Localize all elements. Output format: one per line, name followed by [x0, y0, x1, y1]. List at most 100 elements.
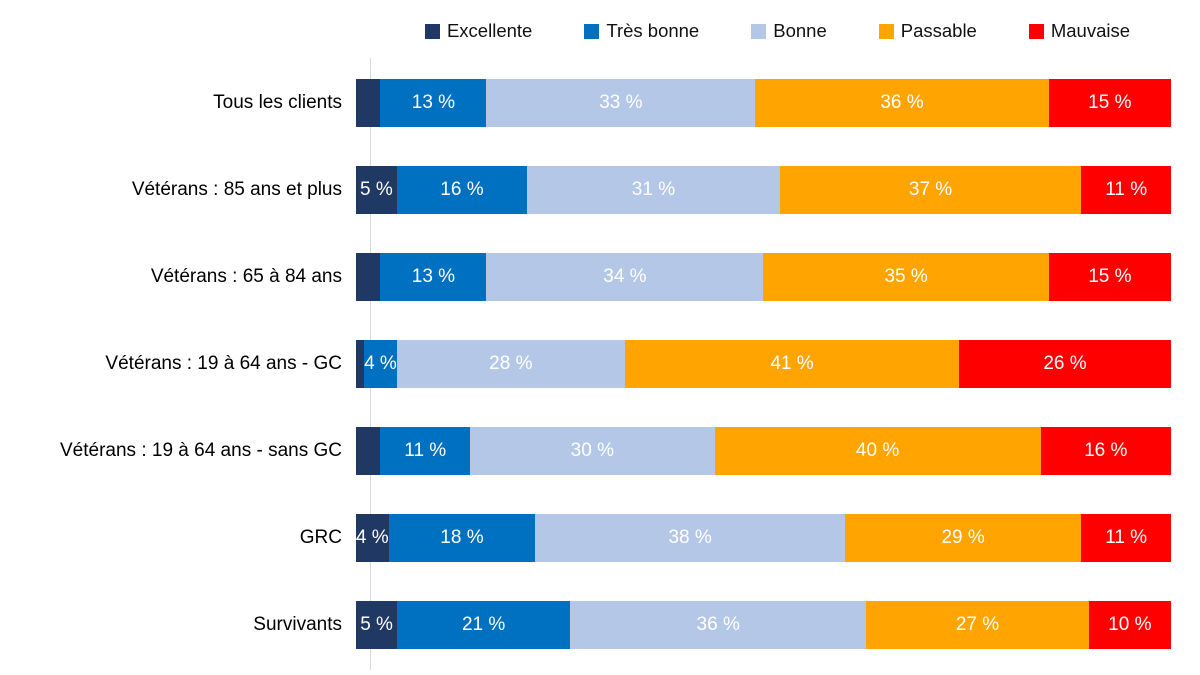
bar-segment-excellente: 4 %	[356, 513, 389, 562]
bar-segment-label: 21 %	[461, 613, 506, 635]
category-label: Vétérans : 85 ans et plus	[131, 179, 342, 201]
bar-segment-passable: 40 %	[714, 426, 1041, 475]
bar-track: 4 % 18 % 38 % 29 % 11 %	[356, 513, 1171, 562]
bar-track: 4 % 28 % 41 % 26 %	[356, 340, 1171, 388]
bar-segment-excellente: 5 %	[356, 600, 398, 649]
bar-segment-label: 38 %	[668, 526, 712, 548]
bar-segment-label: 36 %	[696, 613, 740, 635]
bar-segment-tres-bonne: 11 %	[380, 426, 471, 475]
legend-swatch-tres-bonne	[584, 23, 600, 39]
bar-segment-mauvaise: 11 %	[1081, 166, 1171, 215]
bar-segment-label: 28 %	[489, 353, 533, 374]
bar-segment-bonne: 30 %	[470, 426, 715, 475]
legend-label: Excellente	[446, 20, 533, 41]
bar-segment-label: 13 %	[411, 266, 456, 288]
bar-segment-passable: 35 %	[763, 253, 1049, 302]
bar-track: 5 % 21 % 36 % 27 % 10 %	[356, 600, 1171, 649]
legend-swatch-passable	[878, 23, 894, 39]
bar-segment-label: 15 %	[1088, 92, 1132, 114]
bar-segment-label: 4 %	[356, 526, 389, 548]
legend-label: Bonne	[773, 20, 827, 41]
bar-segment-mauvaise: 11 %	[1081, 513, 1171, 562]
bar-segment-mauvaise: 15 %	[1048, 253, 1171, 302]
chart-rows: Tous les clients 13 % 33 % 36 % 15 % Vétérans…	[0, 60, 1185, 668]
legend-item-bonne: Bonne	[751, 20, 827, 42]
bar-segment-excellente	[356, 79, 381, 128]
bar-segment-excellente	[356, 253, 381, 302]
bar-segment-label: 11 %	[1105, 526, 1148, 548]
bar-segment-label: 10 %	[1108, 613, 1152, 635]
bar-segment-tres-bonne: 18 %	[388, 513, 536, 562]
bar-segment-bonne: 33 %	[486, 79, 756, 128]
bar-segment-passable: 36 %	[755, 79, 1049, 128]
bar-segment-tres-bonne: 16 %	[396, 166, 528, 215]
bar-segment-label: 27 %	[955, 613, 1000, 635]
bar-segment-label: 13 %	[411, 92, 456, 114]
bar-track: 13 % 34 % 35 % 15 %	[356, 253, 1171, 302]
bar-segment-tres-bonne: 13 %	[380, 253, 487, 302]
bar-segment-label: 36 %	[880, 92, 924, 114]
bar-segment-label: 15 %	[1088, 266, 1132, 288]
legend-label: Mauvaise	[1050, 20, 1131, 41]
bar-segment-label: 4 %	[364, 353, 397, 374]
bar-segment-bonne: 28 %	[396, 340, 625, 388]
bar-segment-passable: 37 %	[779, 166, 1082, 215]
bar-segment-passable: 29 %	[844, 513, 1082, 562]
bar-segment-mauvaise: 26 %	[959, 340, 1171, 388]
bar-segment-bonne: 31 %	[527, 166, 780, 215]
bar-segment-excellente	[356, 340, 365, 388]
bar-segment-label: 31 %	[631, 179, 676, 201]
bar-segment-label: 40 %	[855, 439, 900, 461]
bar-segment-label: 29 %	[941, 526, 985, 548]
chart-row: Vétérans : 85 ans et plus 5 % 16 % 31 % 37 %…	[0, 147, 1185, 234]
legend-item-tres-bonne: Très bonne	[584, 20, 699, 42]
legend-label: Passable	[900, 20, 977, 41]
legend-item-excellente: Excellente	[424, 20, 533, 42]
bar-segment-label: 26 %	[1043, 353, 1087, 374]
category-label: GRC	[299, 526, 342, 548]
legend-swatch-bonne	[751, 23, 767, 39]
bar-segment-bonne: 36 %	[570, 600, 867, 649]
bar-segment-label: 30 %	[570, 439, 614, 461]
bar-segment-label: 5 %	[360, 613, 393, 635]
bar-segment-passable: 27 %	[866, 600, 1089, 649]
legend-item-passable: Passable	[878, 20, 977, 42]
bar-segment-label: 34 %	[603, 266, 647, 288]
bar-segment-label: 33 %	[599, 92, 643, 114]
bar-segment-mauvaise: 15 %	[1048, 79, 1171, 128]
category-label: Tous les clients	[213, 92, 342, 114]
legend-swatch-mauvaise	[1028, 23, 1044, 39]
bar-segment-label: 35 %	[884, 266, 928, 288]
category-label: Vétérans : 19 à 64 ans - sans GC	[60, 439, 342, 461]
bar-segment-tres-bonne: 4 %	[364, 340, 397, 388]
chart-row: GRC 4 % 18 % 38 % 29 % 11 %	[0, 494, 1185, 581]
chart-row: Survivants 5 % 21 % 36 % 27 % 10 %	[0, 581, 1185, 668]
legend-swatch-excellente	[424, 23, 440, 39]
bar-segment-label: 41 %	[770, 353, 814, 374]
bar-segment-tres-bonne: 13 %	[380, 79, 487, 128]
bar-segment-label: 37 %	[908, 179, 953, 201]
bar-segment-label: 11 %	[1105, 179, 1148, 201]
chart-row: Vétérans : 19 à 64 ans - sans GC 11 % 30 %…	[0, 407, 1185, 494]
bar-segment-label: 16 %	[440, 179, 484, 201]
legend-item-mauvaise: Mauvaise	[1028, 20, 1131, 42]
bar-segment-excellente: 5 %	[356, 166, 397, 215]
bar-segment-tres-bonne: 21 %	[397, 600, 571, 649]
bar-segment-label: 11 %	[404, 439, 447, 461]
chart-row: Vétérans : 65 à 84 ans 13 % 34 % 35 % 15 %	[0, 234, 1185, 321]
bar-track: 5 % 16 % 31 % 37 % 11 %	[356, 166, 1171, 215]
category-label: Survivants	[253, 613, 342, 635]
category-label: Vétérans : 65 à 84 ans	[150, 266, 342, 288]
bar-segment-passable: 41 %	[624, 340, 960, 388]
bar-segment-label: 5 %	[360, 179, 393, 201]
chart-legend: Excellente Très bonne Bonne Passable Mauvais…	[370, 20, 1185, 42]
legend-label: Très bonne	[606, 20, 700, 41]
chart-row: Tous les clients 13 % 33 % 36 % 15 %	[0, 60, 1185, 147]
bar-segment-bonne: 38 %	[535, 513, 845, 562]
chart-row: Vétérans : 19 à 64 ans - GC 4 % 28 % 41 % 26…	[0, 321, 1185, 408]
bar-segment-bonne: 34 %	[486, 253, 764, 302]
category-label: Vétérans : 19 à 64 ans - GC	[105, 353, 342, 374]
bar-segment-mauvaise: 16 %	[1040, 426, 1171, 475]
bar-segment-mauvaise: 10 %	[1088, 600, 1171, 649]
